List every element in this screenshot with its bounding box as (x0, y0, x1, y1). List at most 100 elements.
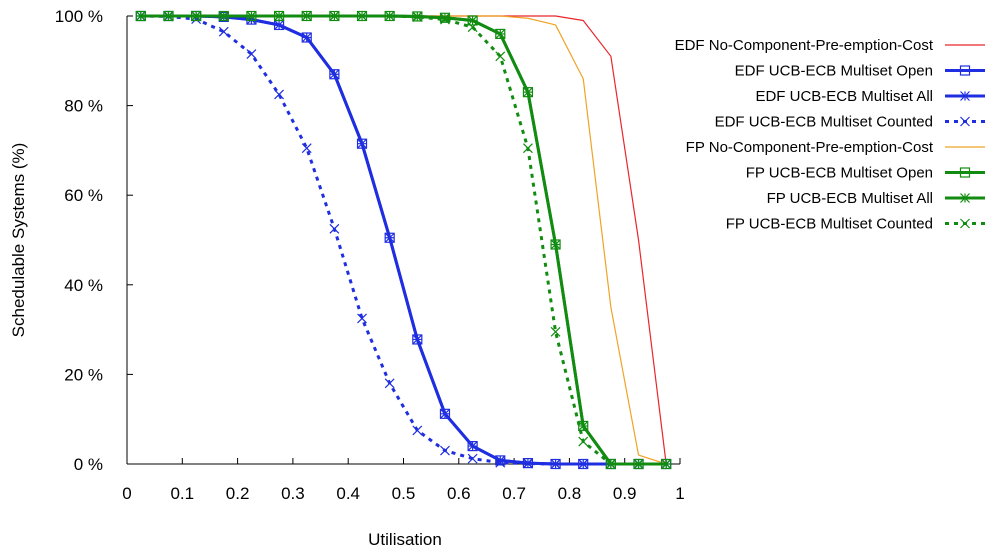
data-point (357, 138, 367, 149)
data-point (412, 11, 423, 22)
data-point (495, 28, 506, 39)
data-point (467, 22, 478, 33)
x-tick-label: 0.5 (392, 484, 416, 503)
data-point (550, 239, 561, 250)
x-tick-label: 0.3 (281, 484, 305, 503)
series-line (140, 14, 667, 466)
legend-label: EDF UCB-ECB Multiset Open (735, 63, 933, 80)
x-tick-label: 1 (675, 484, 684, 503)
series-line (140, 14, 667, 466)
data-point (329, 11, 340, 21)
y-tick-label: 20 % (64, 365, 103, 384)
legend-item: FP UCB-ECB Multiset Counted (726, 216, 985, 233)
x-tick-label: 0 (122, 484, 131, 503)
data-point (578, 420, 589, 431)
data-point (578, 436, 589, 447)
legend-label: EDF UCB-ECB Multiset Counted (715, 114, 933, 131)
data-point (550, 459, 561, 469)
series-line (140, 15, 667, 465)
data-point (495, 51, 506, 62)
data-point (523, 143, 533, 154)
data-point (384, 11, 395, 21)
legend-marker (959, 167, 971, 178)
data-point (633, 459, 644, 469)
series-5 (140, 15, 667, 465)
data-point (412, 425, 423, 436)
data-point (191, 11, 202, 21)
data-point (523, 87, 533, 98)
data-point (218, 26, 229, 37)
legend-marker (959, 65, 971, 76)
data-point (440, 408, 450, 419)
legend-item: EDF UCB-ECB Multiset All (755, 88, 985, 105)
data-point (274, 89, 284, 100)
legend-marker (960, 116, 970, 127)
data-point (384, 378, 395, 389)
legend-item: EDF UCB-ECB Multiset Counted (715, 114, 985, 131)
series-3 (135, 11, 672, 469)
data-point (357, 313, 367, 324)
legend-item: EDF No-Component-Pre-emption-Cost (675, 37, 985, 54)
data-point (274, 11, 284, 21)
legend-item: FP UCB-ECB Multiset All (767, 190, 985, 207)
data-point (467, 441, 478, 452)
data-point (301, 143, 312, 154)
legend-label: FP UCB-ECB Multiset Counted (726, 216, 933, 233)
x-tick-label: 0.9 (613, 484, 637, 503)
data-point (412, 334, 423, 345)
data-point (440, 445, 450, 456)
data-point (661, 459, 672, 469)
series-line (140, 14, 667, 466)
x-tick-label: 0.8 (558, 484, 582, 503)
data-point (440, 14, 450, 25)
x-tick-label: 0.1 (170, 484, 194, 503)
data-point (163, 11, 174, 21)
series-2 (135, 10, 672, 470)
series-4 (135, 11, 672, 469)
legend: EDF No-Component-Pre-emption-Cost EDF UCB… (675, 37, 985, 233)
y-tick-label: 40 % (64, 276, 103, 295)
legend-label: FP No-Component-Pre-emption-Cost (686, 139, 934, 156)
legend-label: EDF UCB-ECB Multiset All (755, 88, 933, 105)
y-tick-label: 60 % (64, 186, 103, 205)
data-point (246, 11, 257, 21)
legend-label: EDF No-Component-Pre-emption-Cost (675, 37, 934, 54)
y-tick-label: 100 % (55, 7, 103, 26)
legend-item: FP UCB-ECB Multiset Open (746, 165, 985, 182)
data-point (357, 11, 367, 21)
data-point (329, 223, 340, 234)
legend-item: FP No-Component-Pre-emption-Cost (686, 139, 985, 156)
series-line (140, 15, 667, 465)
series-line (140, 14, 667, 466)
legend-marker (960, 218, 970, 229)
data-point (605, 459, 616, 469)
series-8 (135, 11, 672, 469)
series-1 (140, 15, 667, 465)
legend-marker (960, 91, 970, 101)
data-point (578, 459, 589, 469)
y-tick-label: 0 % (74, 455, 103, 474)
data-point (495, 455, 506, 466)
data-point (135, 11, 146, 21)
series-6 (135, 10, 672, 470)
data-point (467, 453, 478, 464)
legend-label: FP UCB-ECB Multiset Open (746, 165, 933, 182)
data-point (440, 12, 450, 23)
x-tick-label: 0.4 (336, 484, 360, 503)
data-point (218, 11, 229, 21)
ticks: 0 0.1 0.2 0.3 0.4 0.5 0.6 0.7 0.8 0.9 1 0 % 20 % 40 %… (55, 7, 685, 503)
series-line (140, 14, 667, 466)
axes (126, 16, 680, 465)
series-7 (135, 11, 672, 469)
data-point (550, 326, 561, 337)
legend-item: EDF UCB-ECB Multiset Open (735, 63, 985, 80)
x-tick-label: 0.6 (447, 484, 471, 503)
data-point (384, 232, 395, 243)
x-tick-label: 0.2 (226, 484, 250, 503)
x-tick-label: 0.7 (502, 484, 526, 503)
legend-label: FP UCB-ECB Multiset All (767, 190, 933, 207)
x-axis-title: Utilisation (368, 530, 442, 549)
data-point (329, 69, 340, 80)
